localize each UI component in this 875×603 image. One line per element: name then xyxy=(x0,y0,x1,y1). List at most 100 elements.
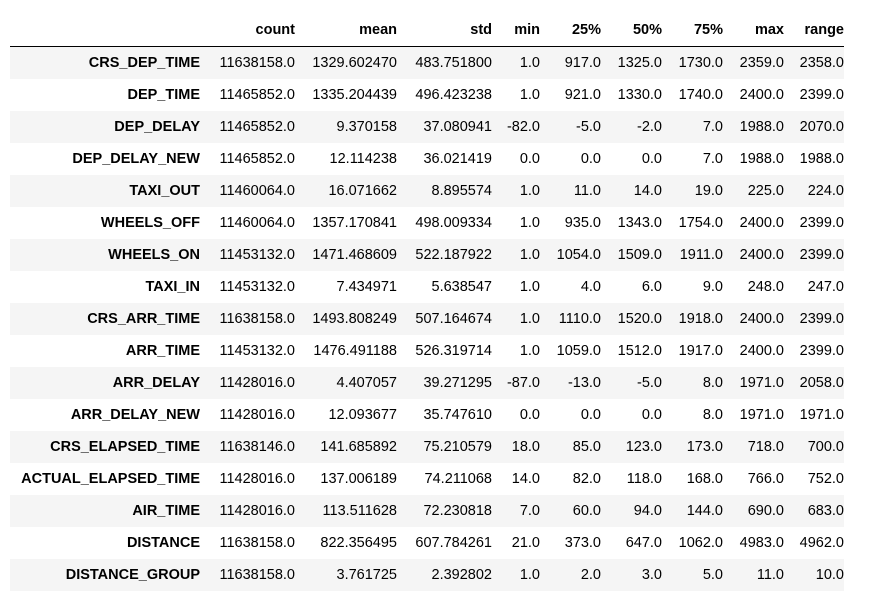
table-cell: 1754.0 xyxy=(678,215,723,231)
table-cell: 1988.0 xyxy=(739,119,784,135)
table-cell: 1971.0 xyxy=(799,407,844,423)
column-header: 25% xyxy=(540,14,601,47)
table-cell: 683.0 xyxy=(807,503,844,519)
table-cell: 1.0 xyxy=(519,55,540,71)
table-cell: 7.434971 xyxy=(336,279,397,295)
table-cell: 1918.0 xyxy=(678,311,723,327)
table-cell: 11638146.0 xyxy=(219,439,295,455)
row-label: TAXI_OUT xyxy=(129,183,200,199)
table-row: DEP_DELAY 11465852.0 9.370158 37.080941 -82.… xyxy=(10,111,844,143)
table-cell: 11428016.0 xyxy=(219,375,295,391)
table-cell: 12.093677 xyxy=(328,407,397,423)
table-cell: 766.0 xyxy=(747,471,784,487)
table-cell: 2.392802 xyxy=(431,567,492,583)
table-cell: 11.0 xyxy=(573,183,601,199)
table-cell: 8.0 xyxy=(702,375,723,391)
table-cell: 2070.0 xyxy=(799,119,844,135)
table-cell: 2400.0 xyxy=(739,215,784,231)
table-row: ACTUAL_ELAPSED_TIME 11428016.0 137.006189 7… xyxy=(10,463,844,495)
row-label: ARR_TIME xyxy=(125,343,200,359)
table-cell: 2400.0 xyxy=(739,311,784,327)
table-cell: 921.0 xyxy=(564,87,601,103)
table-cell: 10.0 xyxy=(815,567,844,583)
column-header: 75% xyxy=(662,14,723,47)
table-cell: 718.0 xyxy=(747,439,784,455)
row-label: CRS_ELAPSED_TIME xyxy=(50,439,200,455)
column-header: max xyxy=(723,14,784,47)
table-cell: 2399.0 xyxy=(799,311,844,327)
table-cell: 19.0 xyxy=(694,183,723,199)
table-cell: 1988.0 xyxy=(799,151,844,167)
row-label: DEP_DELAY xyxy=(114,119,200,135)
table-cell: 2058.0 xyxy=(799,375,844,391)
table-cell: 1330.0 xyxy=(617,87,662,103)
table-cell: 21.0 xyxy=(511,535,540,551)
table-cell: 39.271295 xyxy=(423,375,492,391)
table-cell: 60.0 xyxy=(572,503,601,519)
column-header: 50% xyxy=(601,14,662,47)
table-cell: 1.0 xyxy=(519,567,540,583)
table-cell: 11638158.0 xyxy=(219,567,295,583)
table-cell: 1476.491188 xyxy=(313,343,397,359)
table-cell: 113.511628 xyxy=(322,503,397,519)
table-cell: 5.0 xyxy=(702,567,723,583)
table-cell: 1343.0 xyxy=(617,215,662,231)
row-label: CRS_DEP_TIME xyxy=(88,55,200,71)
table-row: DISTANCE_GROUP 11638158.0 3.761725 2.392802… xyxy=(10,559,844,591)
table-cell: -2.0 xyxy=(637,119,662,135)
table-row: WHEELS_OFF 11460064.0 1357.170841 498.00933… xyxy=(10,207,844,239)
row-label: DEP_TIME xyxy=(127,87,200,103)
table-cell: 7.0 xyxy=(702,151,723,167)
table-cell: 607.784261 xyxy=(415,535,492,551)
column-header: range xyxy=(784,14,844,47)
table-cell: 5.638547 xyxy=(431,279,492,295)
table-row: CRS_ELAPSED_TIME 11638146.0 141.685892 75.2… xyxy=(10,431,844,463)
table-cell: 1493.808249 xyxy=(312,311,397,327)
table-cell: 118.0 xyxy=(626,471,662,487)
table-cell: 18.0 xyxy=(511,439,540,455)
table-cell: 12.114238 xyxy=(329,151,397,167)
table-row: ARR_TIME 11453132.0 1476.491188 526.319714 1… xyxy=(10,335,844,367)
row-label: DISTANCE xyxy=(126,535,200,551)
row-label: DISTANCE_GROUP xyxy=(65,567,200,583)
table-cell: 11465852.0 xyxy=(219,151,295,167)
table-cell: 2.0 xyxy=(580,567,601,583)
table-cell: 1.0 xyxy=(519,247,540,263)
header-row: count mean std min 25% 50% 75% max range xyxy=(10,14,844,47)
column-header: mean xyxy=(295,14,397,47)
table-header: count mean std min 25% 50% 75% max range xyxy=(10,14,844,47)
column-header: std xyxy=(397,14,492,47)
table-cell: 1988.0 xyxy=(739,151,784,167)
table-cell: 6.0 xyxy=(641,279,662,295)
table-row: TAXI_IN 11453132.0 7.434971 5.638547 1.0 4.0 6… xyxy=(10,271,844,303)
table-cell: 526.319714 xyxy=(415,343,492,359)
table-cell: 1335.204439 xyxy=(312,87,397,103)
table-cell: 225.0 xyxy=(747,183,784,199)
table-cell: 752.0 xyxy=(807,471,844,487)
table-cell: 36.021419 xyxy=(423,151,492,167)
table-cell: 2400.0 xyxy=(739,343,784,359)
table-cell: 1971.0 xyxy=(739,375,784,391)
table-cell: 11453132.0 xyxy=(219,343,295,359)
table-cell: 1471.468609 xyxy=(312,247,397,263)
table-cell: 75.210579 xyxy=(423,439,492,455)
table-cell: 1509.0 xyxy=(617,247,662,263)
row-label: ARR_DELAY xyxy=(112,375,200,391)
table-cell: 11638158.0 xyxy=(219,311,295,327)
row-label: TAXI_IN xyxy=(145,279,200,295)
table-cell: 248.0 xyxy=(747,279,784,295)
table-cell: 9.0 xyxy=(702,279,723,295)
table-cell: 74.211068 xyxy=(424,471,492,487)
table-cell: 2399.0 xyxy=(799,343,844,359)
table-body: CRS_DEP_TIME 11638158.0 1329.602470 483.751… xyxy=(10,46,844,591)
table-cell: 3.0 xyxy=(641,567,662,583)
table-cell: 1.0 xyxy=(519,343,540,359)
row-label: CRS_ARR_TIME xyxy=(87,311,200,327)
table-cell: 2400.0 xyxy=(739,247,784,263)
table-row: AIR_TIME 11428016.0 113.511628 72.230818 7.0… xyxy=(10,495,844,527)
table-row: CRS_DEP_TIME 11638158.0 1329.602470 483.751… xyxy=(10,46,844,79)
row-label: AIR_TIME xyxy=(132,503,200,519)
table-cell: 11465852.0 xyxy=(219,119,295,135)
table-cell: 1512.0 xyxy=(617,343,662,359)
table-cell: 173.0 xyxy=(686,439,723,455)
